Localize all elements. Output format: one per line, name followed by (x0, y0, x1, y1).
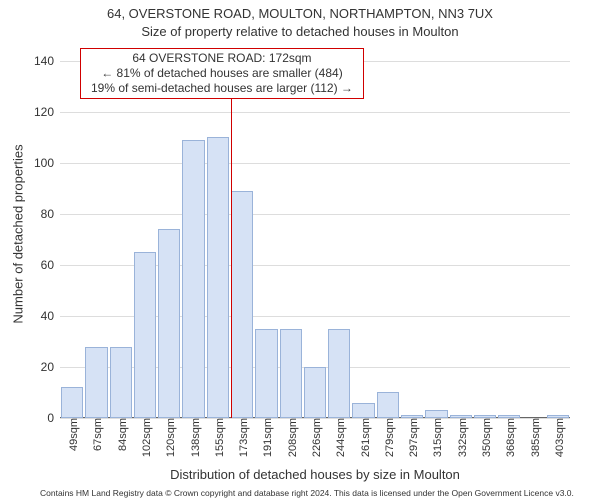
x-axis-label: Distribution of detached houses by size … (60, 467, 570, 482)
x-tick-label: 102sqm (137, 418, 153, 457)
attribution-text: Contains HM Land Registry data © Crown c… (40, 488, 580, 498)
gridline (60, 112, 570, 113)
histogram-bar (377, 392, 399, 418)
x-tick-label: 279sqm (380, 418, 396, 457)
histogram-bar (231, 191, 253, 418)
gridline (60, 163, 570, 164)
x-tick-label: 67sqm (88, 418, 104, 451)
x-tick-label: 350sqm (477, 418, 493, 457)
histogram-bar (134, 252, 156, 418)
y-tick-label: 0 (4, 411, 60, 425)
y-tick-label: 20 (4, 360, 60, 374)
x-tick-label: 297sqm (404, 418, 420, 457)
x-tick-label: 368sqm (501, 418, 517, 457)
histogram-bar (328, 329, 350, 418)
histogram-bar (158, 229, 180, 418)
gridline (60, 214, 570, 215)
annotation-line-1: 64 OVERSTONE ROAD: 172sqm (91, 51, 353, 66)
histogram-bar (61, 387, 83, 418)
annotation-line-2: ← 81% of detached houses are smaller (48… (91, 66, 353, 81)
reference-line (231, 48, 232, 418)
x-tick-label: 191sqm (258, 418, 274, 457)
x-tick-label: 84sqm (113, 418, 129, 451)
x-tick-label: 315sqm (428, 418, 444, 457)
histogram-bar (85, 347, 107, 418)
histogram-bar (207, 137, 229, 418)
y-tick-label: 100 (4, 156, 60, 170)
y-tick-label: 40 (4, 309, 60, 323)
chart-container: 64, OVERSTONE ROAD, MOULTON, NORTHAMPTON… (0, 0, 600, 500)
chart-title-main: 64, OVERSTONE ROAD, MOULTON, NORTHAMPTON… (0, 6, 600, 21)
plot-area: 02040608010012014049sqm67sqm84sqm102sqm1… (60, 48, 570, 418)
x-tick-label: 261sqm (356, 418, 372, 457)
histogram-bar (280, 329, 302, 418)
histogram-bar (255, 329, 277, 418)
histogram-bar (110, 347, 132, 418)
histogram-bar (304, 367, 326, 418)
y-tick-label: 60 (4, 258, 60, 272)
histogram-bar (182, 140, 204, 418)
x-tick-label: 155sqm (210, 418, 226, 457)
x-tick-label: 49sqm (64, 418, 80, 451)
y-tick-label: 120 (4, 105, 60, 119)
x-tick-label: 120sqm (161, 418, 177, 457)
x-tick-label: 208sqm (283, 418, 299, 457)
annotation-box: 64 OVERSTONE ROAD: 172sqm ← 81% of detac… (80, 48, 364, 99)
x-tick-label: 332sqm (453, 418, 469, 457)
x-tick-label: 244sqm (331, 418, 347, 457)
y-tick-label: 80 (4, 207, 60, 221)
chart-title-sub: Size of property relative to detached ho… (0, 24, 600, 39)
x-tick-label: 385sqm (526, 418, 542, 457)
x-tick-label: 138sqm (186, 418, 202, 457)
x-tick-label: 173sqm (234, 418, 250, 457)
x-tick-label: 226sqm (307, 418, 323, 457)
x-tick-label: 403sqm (550, 418, 566, 457)
histogram-bar (425, 410, 447, 418)
annotation-line-3: 19% of semi-detached houses are larger (… (91, 81, 353, 96)
y-tick-label: 140 (4, 54, 60, 68)
histogram-bar (352, 403, 374, 418)
